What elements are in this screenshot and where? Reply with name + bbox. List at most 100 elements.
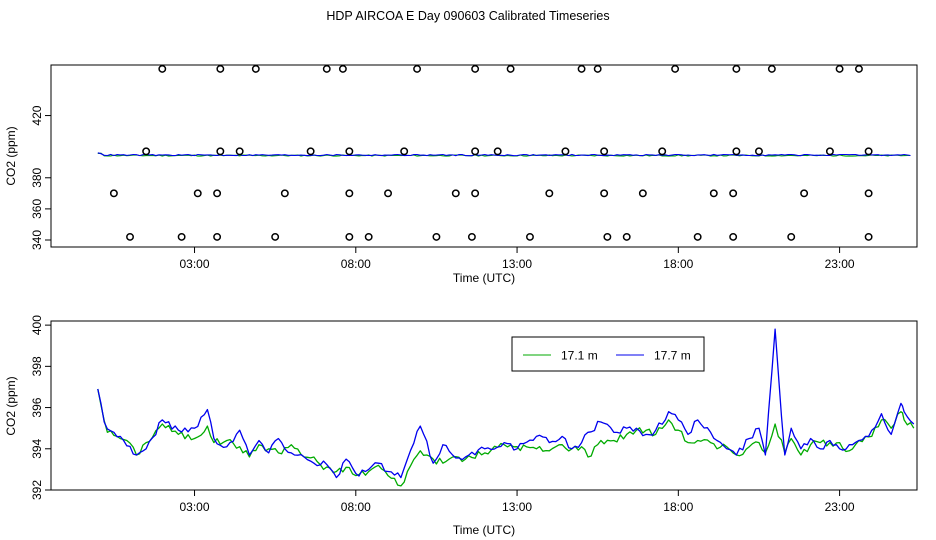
calibration-point bbox=[213, 189, 222, 198]
bottom-chart-x-label: Time (UTC) bbox=[453, 523, 515, 537]
calibration-point bbox=[345, 189, 354, 198]
calibration-point bbox=[109, 189, 118, 198]
calibration-point bbox=[471, 64, 480, 73]
calibration-point bbox=[593, 64, 602, 73]
calibration-point bbox=[864, 147, 873, 156]
calibration-point bbox=[345, 147, 354, 156]
calibration-point bbox=[577, 64, 586, 73]
calibration-point bbox=[622, 232, 631, 241]
legend-box bbox=[511, 336, 705, 372]
calibration-point bbox=[732, 147, 741, 156]
calibration-point bbox=[526, 232, 534, 241]
x-tick-label: 03:00 bbox=[180, 257, 210, 271]
calibration-point bbox=[709, 189, 718, 198]
series-line-17-7-m bbox=[97, 152, 911, 157]
x-tick-label: 18:00 bbox=[663, 500, 693, 514]
calibration-point bbox=[729, 232, 738, 241]
y-tick-label: 420 bbox=[30, 105, 44, 125]
calibration-point bbox=[693, 232, 702, 241]
calibration-point bbox=[864, 232, 873, 241]
calibration-point bbox=[338, 64, 347, 73]
bottom-chart-frame bbox=[50, 320, 918, 491]
legend-label-17-7m: 17.7 m bbox=[654, 349, 691, 363]
top-chart-x-axis: 03:00 08:00 13:00 18:00 23:00 bbox=[180, 247, 855, 271]
y-tick-label: 360 bbox=[30, 199, 44, 219]
calibration-point bbox=[364, 232, 373, 241]
y-tick-label: 340 bbox=[30, 230, 44, 250]
calibration-point bbox=[400, 147, 409, 156]
bottom-chart-series bbox=[97, 328, 915, 487]
top-chart-y-axis: 340 360 380 420 bbox=[30, 105, 51, 250]
top-chart-x-label: Time (UTC) bbox=[453, 271, 515, 285]
calibration-point bbox=[864, 189, 873, 198]
y-tick-label: 398 bbox=[30, 356, 44, 376]
calibration-point bbox=[471, 189, 480, 198]
calibration-point bbox=[600, 147, 609, 156]
calibration-point bbox=[825, 147, 834, 156]
top-chart-calibration-points bbox=[109, 64, 873, 241]
calibration-point bbox=[787, 232, 796, 241]
calibration-point bbox=[561, 147, 570, 156]
bottom-chart-y-label: CO2 (ppm) bbox=[4, 376, 18, 435]
x-tick-label: 08:00 bbox=[341, 257, 371, 271]
top-chart-series bbox=[97, 152, 911, 157]
calibration-point bbox=[545, 189, 554, 198]
calibration-point bbox=[493, 147, 502, 156]
bottom-chart-panel: 392 394 396 398 400 03:00 08:00 13:00 18:00 23:0… bbox=[4, 315, 918, 537]
x-tick-label: 23:00 bbox=[825, 257, 855, 271]
top-chart-panel: 340 360 380 420 03:00 08:00 13:00 18:00 23:00 T… bbox=[4, 64, 918, 285]
y-tick-label: 400 bbox=[30, 315, 44, 335]
calibration-point bbox=[216, 64, 225, 73]
page-title: HDP AIRCOA E Day 090603 Calibrated Times… bbox=[326, 9, 610, 23]
top-chart-y-label: CO2 (ppm) bbox=[4, 126, 18, 185]
calibration-point bbox=[800, 189, 809, 198]
calibration-point bbox=[767, 64, 776, 73]
calibration-point bbox=[126, 232, 134, 241]
calibration-point bbox=[658, 147, 667, 156]
calibration-point bbox=[271, 232, 280, 241]
calibration-point bbox=[600, 189, 609, 198]
calibration-point bbox=[177, 232, 186, 241]
calibration-point bbox=[345, 232, 354, 241]
x-tick-label: 03:00 bbox=[180, 500, 210, 514]
calibration-point bbox=[755, 147, 763, 156]
calibration-point bbox=[142, 147, 151, 156]
calibration-point bbox=[193, 189, 202, 198]
y-tick-label: 396 bbox=[30, 397, 44, 417]
x-tick-label: 23:00 bbox=[825, 500, 855, 514]
series-line-17-1-m bbox=[97, 388, 915, 487]
bottom-chart-x-axis: 03:00 08:00 13:00 18:00 23:00 bbox=[180, 490, 855, 514]
calibration-point bbox=[638, 189, 647, 198]
y-tick-label: 392 bbox=[30, 480, 44, 500]
x-tick-label: 13:00 bbox=[502, 257, 532, 271]
calibration-point bbox=[671, 64, 680, 73]
calibration-point bbox=[280, 189, 289, 198]
calibration-point bbox=[413, 64, 422, 73]
calibration-point bbox=[854, 64, 863, 73]
calibration-point bbox=[835, 64, 844, 73]
calibration-point bbox=[251, 64, 260, 73]
calibration-point bbox=[451, 189, 460, 198]
calibration-point bbox=[384, 189, 392, 198]
calibration-point bbox=[729, 189, 738, 198]
x-tick-label: 08:00 bbox=[341, 500, 371, 514]
calibration-point bbox=[603, 232, 612, 241]
x-tick-label: 13:00 bbox=[502, 500, 532, 514]
top-chart-frame bbox=[50, 64, 918, 248]
y-tick-label: 394 bbox=[30, 438, 44, 458]
calibration-point bbox=[158, 64, 167, 73]
bottom-chart-y-axis: 392 394 396 398 400 bbox=[30, 315, 51, 500]
calibration-point bbox=[471, 147, 480, 156]
calibration-point bbox=[216, 147, 225, 156]
calibration-point bbox=[322, 64, 331, 73]
x-tick-label: 18:00 bbox=[663, 257, 693, 271]
calibration-point bbox=[732, 64, 741, 73]
series-line-17-7-m bbox=[97, 328, 915, 479]
calibration-point bbox=[306, 147, 315, 156]
legend-label-17-1m: 17.1 m bbox=[561, 349, 598, 363]
calibration-point bbox=[432, 232, 441, 241]
calibration-point bbox=[467, 232, 476, 241]
calibration-point bbox=[506, 64, 515, 73]
calibration-point bbox=[235, 147, 244, 156]
